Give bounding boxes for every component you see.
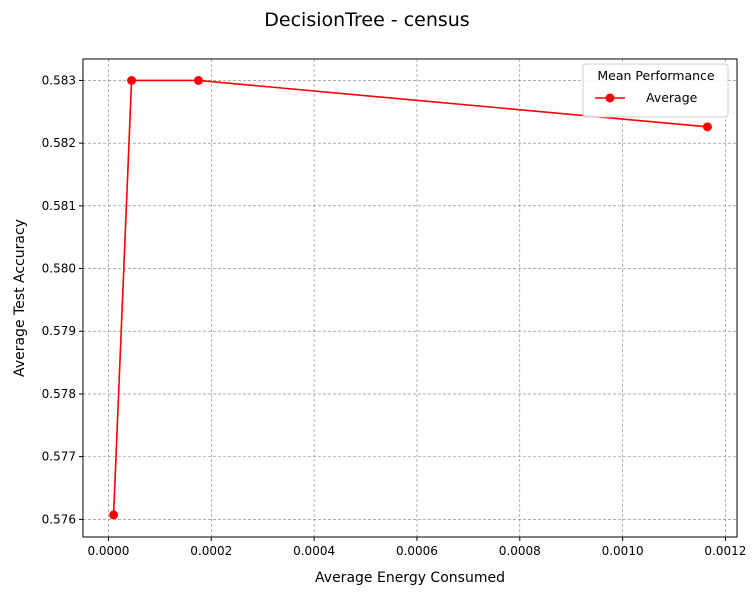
legend-box (582, 63, 729, 118)
x-tick-label: 0.0006 (396, 544, 438, 558)
y-tick-label: 0.580 (42, 262, 76, 276)
x-tick-label: 0.0008 (499, 544, 541, 558)
plot-frame (82, 58, 738, 538)
y-tick-label: 0.577 (42, 450, 76, 464)
x-tick-label: 0.0012 (704, 544, 746, 558)
data-point (127, 75, 137, 85)
y-tick-label: 0.578 (42, 387, 76, 401)
legend-title: Mean Performance (597, 68, 715, 83)
x-tick-label: 0.0002 (190, 544, 232, 558)
x-axis-label: Average Energy Consumed (315, 570, 505, 586)
y-tick-label: 0.576 (42, 512, 76, 526)
series-line-average (112, 79, 708, 515)
x-tick-label: 0.0000 (87, 544, 129, 558)
x-tick-label: 0.0004 (293, 544, 335, 558)
x-tick-label: 0.0010 (602, 544, 644, 558)
data-point (109, 510, 119, 520)
y-axis-label: Average Test Accuracy (12, 219, 28, 377)
y-tick-label: 0.579 (42, 324, 76, 338)
x-axis-ticks: 0.0000 0.0002 0.0004 0.0006 0.0008 0.0010 0.00… (87, 537, 746, 558)
legend: Mean Performance Average (582, 63, 729, 118)
grid (83, 59, 737, 537)
chart-title: DecisionTree - census (264, 9, 469, 31)
data-point (193, 75, 203, 85)
y-tick-label: 0.583 (42, 73, 76, 87)
legend-entry-average: Average (646, 90, 698, 105)
y-axis-ticks: 0.576 0.577 0.578 0.579 0.580 0.581 0.582 0.583 (42, 73, 83, 526)
y-tick-label: 0.582 (42, 136, 76, 150)
legend-marker-swatch (605, 93, 615, 103)
y-tick-label: 0.581 (42, 199, 76, 213)
series-layer (109, 75, 712, 520)
data-point (702, 122, 712, 132)
